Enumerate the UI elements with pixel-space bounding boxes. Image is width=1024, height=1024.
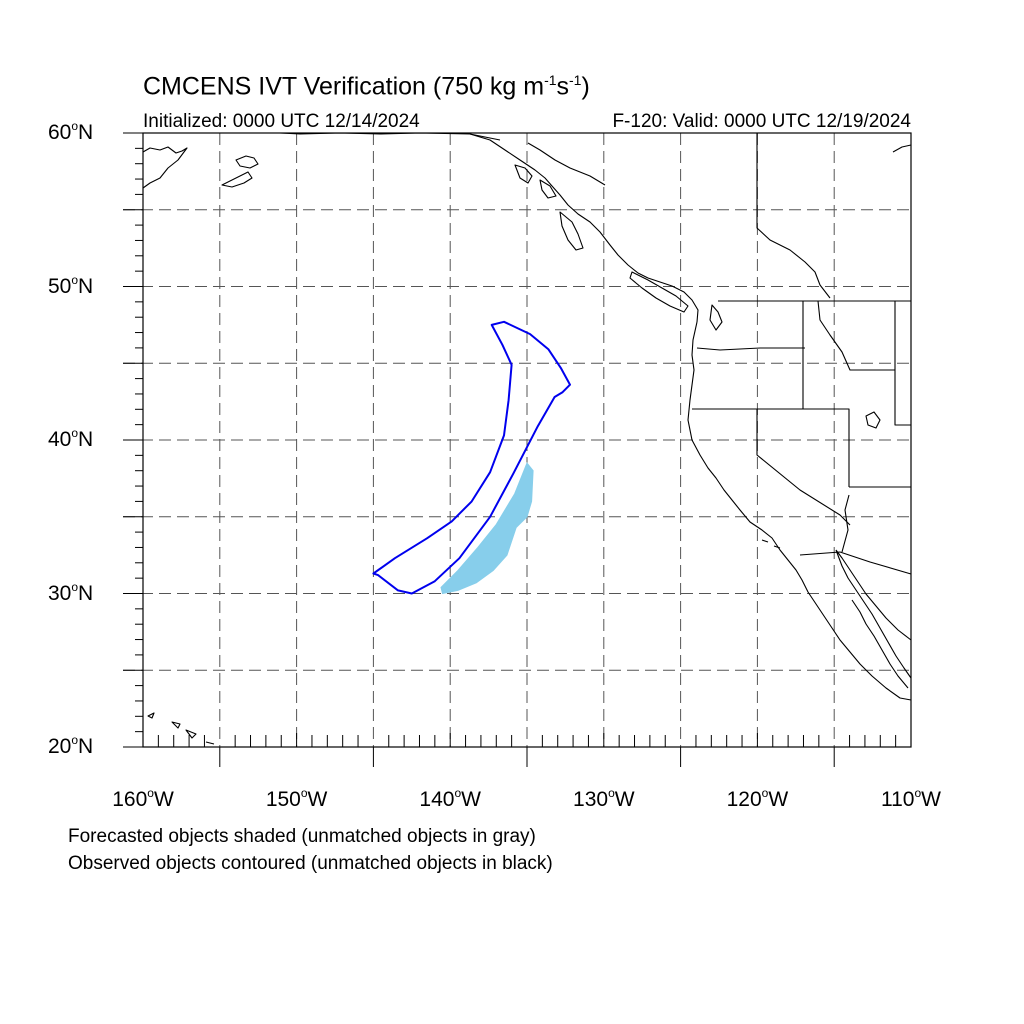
lat-label: 20oN xyxy=(48,733,108,759)
title-text: CMCENS IVT Verification (750 kg m xyxy=(143,72,545,101)
forecast-object-shaded xyxy=(440,462,534,595)
coastlines xyxy=(142,132,912,745)
forecast-note: Forecasted objects shaded (unmatched obj… xyxy=(68,826,536,847)
lon-label: 110oW xyxy=(871,786,951,812)
hemisphere: W xyxy=(307,788,328,811)
title-unit-s: s xyxy=(556,72,570,101)
border-idaho xyxy=(802,300,896,409)
lon-label: 120oW xyxy=(717,786,797,812)
lat-label-number: 50 xyxy=(48,274,72,298)
hemisphere: W xyxy=(921,788,941,811)
hemisphere: W xyxy=(153,788,174,811)
hemisphere: N xyxy=(78,428,94,451)
hemisphere: N xyxy=(78,121,94,144)
observed-note: Observed objects contoured (unmatched ob… xyxy=(68,853,553,874)
degree-symbol: o xyxy=(454,786,462,800)
grid-lines xyxy=(123,133,911,747)
islands-alexander xyxy=(514,164,584,251)
border-ca-az xyxy=(841,494,850,553)
border-us-mexico xyxy=(799,551,912,575)
lat-label: 50oN xyxy=(48,273,108,299)
title-close: ) xyxy=(581,72,590,101)
degree-symbol: o xyxy=(71,272,79,287)
degree-symbol: o xyxy=(608,786,615,800)
title-superscript-1: -1 xyxy=(544,72,557,88)
border-wa-or xyxy=(696,347,805,351)
degree-symbol: o xyxy=(71,579,79,594)
islands-hawaii xyxy=(147,712,215,745)
valid-label: F-120: Valid: 0000 UTC 12/19/2024 xyxy=(612,111,911,132)
title-superscript-2: -1 xyxy=(569,72,582,88)
islands-kodiak xyxy=(221,155,259,188)
islands-channel xyxy=(761,539,781,549)
coast-alaska xyxy=(142,146,188,189)
border-bc-alberta xyxy=(756,133,831,299)
hemisphere: N xyxy=(78,274,94,298)
border-alaska-canada xyxy=(527,142,606,186)
degree-symbol: o xyxy=(300,786,308,800)
lon-label: 150oW xyxy=(257,786,337,812)
degree-symbol: o xyxy=(914,786,922,800)
hemisphere: N xyxy=(78,581,94,605)
axis-ticks xyxy=(123,132,912,767)
coast-panhandle-bc xyxy=(469,133,699,323)
degree-symbol: o xyxy=(71,426,79,440)
lat-label: 30oN xyxy=(48,580,108,606)
island-vancouver xyxy=(629,271,689,313)
degree-symbol: o xyxy=(71,119,79,133)
lat-label: 60oN xyxy=(48,119,108,145)
coast-us-west xyxy=(687,321,912,701)
puget-sound xyxy=(709,304,723,331)
lat-label-number: 40 xyxy=(48,428,72,451)
hemisphere: W xyxy=(614,788,635,811)
lon-label: 160oW xyxy=(103,786,183,812)
lat-label-number: 20 xyxy=(48,735,72,758)
hemisphere: W xyxy=(768,788,789,811)
border-or-ca-nv xyxy=(692,408,850,487)
lon-label: 140oW xyxy=(410,786,490,812)
coast-alaska-east xyxy=(279,132,501,141)
degree-symbol: o xyxy=(761,786,769,800)
lon-label-number: 140 xyxy=(419,788,455,811)
lon-label-number: 120 xyxy=(726,788,762,811)
lat-label-number: 60 xyxy=(48,121,72,144)
coast-baja-gulf xyxy=(835,549,912,679)
lon-label-number: 150 xyxy=(265,788,301,811)
lon-label-number: 160 xyxy=(112,788,148,811)
great-salt-lake xyxy=(865,411,881,429)
lat-label: 40oN xyxy=(48,426,108,452)
coast-yukon-north xyxy=(892,144,912,153)
lat-label-number: 30 xyxy=(48,581,72,605)
border-ca-nv-diagonal xyxy=(756,409,851,526)
border-ut-az xyxy=(849,370,911,488)
gulf-california-coast xyxy=(851,599,909,689)
lon-label-number: 110 xyxy=(881,788,915,811)
plot-frame xyxy=(142,132,912,748)
degree-symbol: o xyxy=(71,733,79,747)
hemisphere: W xyxy=(461,788,481,811)
observed-object-contour xyxy=(372,320,571,595)
hemisphere: N xyxy=(78,735,94,758)
init-label: Initialized: 0000 UTC 12/14/2024 xyxy=(143,111,420,132)
chart-title: CMCENS IVT Verification (750 kg m-1s-1) xyxy=(143,72,590,101)
degree-symbol: o xyxy=(147,786,154,800)
lon-label-number: 130 xyxy=(573,788,609,811)
lon-label: 130oW xyxy=(564,786,644,812)
